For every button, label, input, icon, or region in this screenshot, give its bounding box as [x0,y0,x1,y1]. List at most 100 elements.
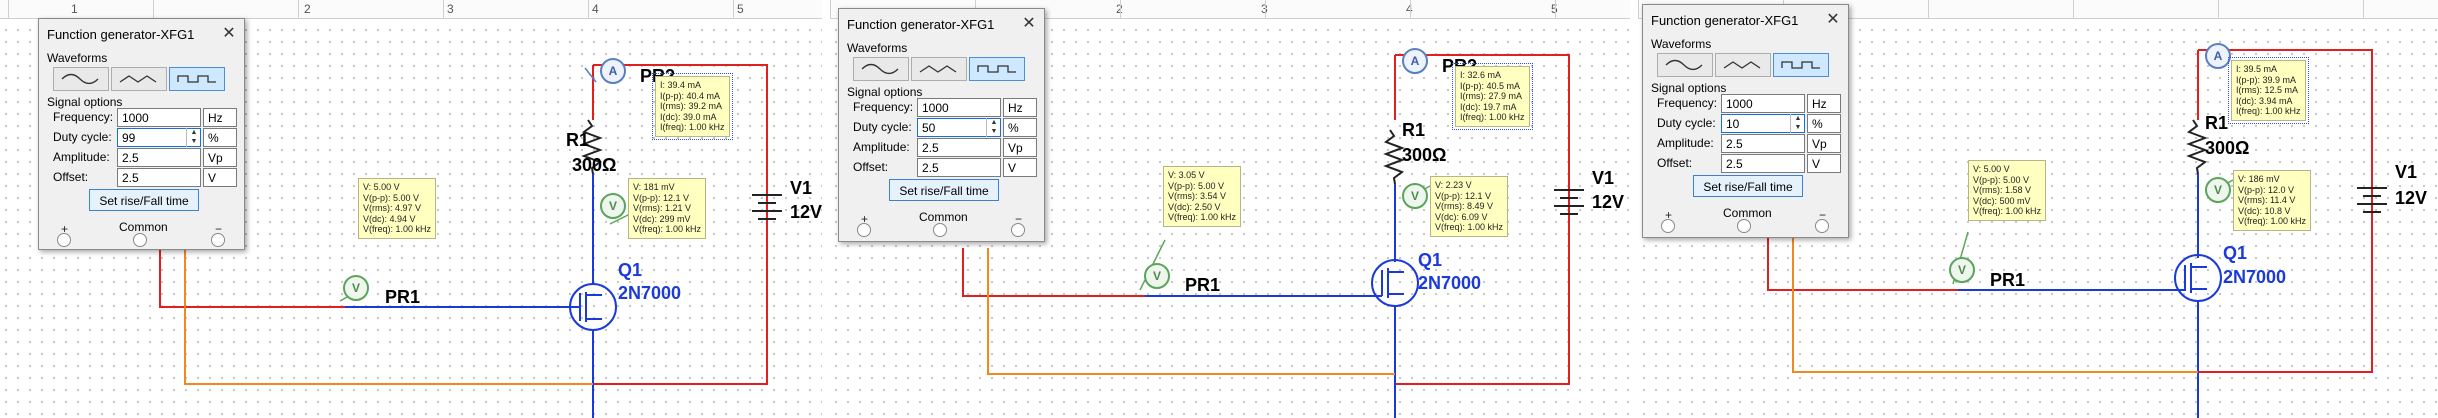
offset-unit[interactable]: V [203,168,237,187]
amplitude-field[interactable]: 2.5 [917,138,1001,157]
voltmeter-probe-icon[interactable]: V [2205,177,2231,203]
minus-terminal[interactable] [211,233,225,247]
gate-probe-readout[interactable]: V: 5.00 V V(p-p): 5.00 V V(rms): 1.58 V … [1968,160,2047,221]
ruler-label: 5 [1551,2,1558,16]
amplitude-field[interactable]: 2.5 [1721,134,1805,153]
ammeter-probe-icon[interactable]: A [600,58,626,84]
probe-line: V: 2.23 V [1435,180,1472,190]
frequency-unit[interactable]: Hz [203,108,237,127]
close-icon[interactable]: ✕ [1022,15,1036,32]
amplitude-unit[interactable]: Vp [203,148,237,167]
probe-label-pr1: PR1 [385,287,421,307]
common-terminal[interactable] [1737,219,1751,233]
square-wave-button[interactable] [169,67,225,91]
common-label: Common [119,220,168,234]
drain-probe-readout[interactable]: V: 2.23 V V(p-p): 12.1 V V(rms): 8.49 V … [1430,176,1509,237]
current-probe-readout[interactable]: I: 39.4 mA I(p-p): 40.4 mA I(rms): 39.2 … [652,73,733,140]
offset-field[interactable]: 2.5 [117,168,201,187]
probe-line: V(dc): 10.8 V [2238,205,2291,216]
schematic-panel-3[interactable]: A I: 39.5 mA I(p-p): 39.9 mA I(rms): 12.… [1638,0,2438,418]
probe-line: V(p-p): 12.1 V [633,192,690,203]
schematic-panel-1[interactable]: 1 2 3 4 5 A PR2 I: 39.4 mA I(p-p): 40.4 … [0,0,830,418]
amplitude-unit[interactable]: Vp [1807,134,1841,153]
duty-cycle-field[interactable]: 50 [917,118,1001,137]
triangle-wave-button[interactable] [911,57,967,81]
gate-probe-readout[interactable]: V: 5.00 V V(p-p): 5.00 V V(rms): 4.97 V … [358,178,437,239]
close-icon[interactable]: ✕ [1826,11,1840,28]
ruler-label: 4 [592,2,599,16]
voltmeter-probe-icon[interactable]: V [343,275,369,301]
square-wave-button[interactable] [969,57,1025,81]
triangle-wave-button[interactable] [1715,53,1771,77]
duty-cycle-spinner[interactable]: ▲ ▼ [1790,114,1805,133]
schematic-panel-2[interactable]: 2 3 4 5 A PR2 I: 32.6 mA I(p-p): 40.5 mA… [830,0,1638,418]
amplitude-unit[interactable]: Vp [1003,138,1037,157]
duty-cycle-spinner[interactable]: ▲ ▼ [986,118,1001,137]
offset-field[interactable]: 2.5 [1721,154,1805,173]
frequency-unit[interactable]: Hz [1807,94,1841,113]
minus-terminal[interactable] [1815,219,1829,233]
set-rise-fall-button[interactable]: Set rise/Fall time [889,179,999,201]
set-rise-fall-button[interactable]: Set rise/Fall time [1693,175,1803,197]
plus-terminal[interactable] [57,233,71,247]
frequency-unit[interactable]: Hz [1003,98,1037,117]
offset-unit[interactable]: V [1807,154,1841,173]
amplitude-label: Amplitude: [853,140,910,154]
current-probe-readout[interactable]: I: 39.5 mA I(p-p): 39.9 mA I(rms): 12.5 … [2228,57,2309,124]
probe-line: V(freq): 1.00 kHz [1435,222,1504,232]
probe-line: V(p-p): 5.00 V [1168,180,1225,191]
frequency-field[interactable]: 1000 [1721,94,1805,113]
square-wave-button[interactable] [1773,53,1829,77]
frequency-label: Frequency: [1657,96,1718,110]
voltmeter-probe-icon[interactable]: V [1949,257,1975,283]
drain-probe-readout[interactable]: V: 186 mV V(p-p): 12.0 V V(rms): 11.4 V … [2233,170,2312,231]
sine-wave-button[interactable] [853,57,909,81]
voltmeter-probe-icon[interactable]: V [1144,263,1170,289]
triangle-wave-button[interactable] [111,67,167,91]
probe-line: V: 181 mV [633,182,675,192]
gate-probe-readout[interactable]: V: 3.05 V V(p-p): 5.00 V V(rms): 3.54 V … [1163,166,1242,227]
duty-cycle-spinner[interactable]: ▲ ▼ [186,128,201,147]
square-wave-icon [977,65,1016,73]
duty-cycle-field[interactable]: 99 [117,128,201,147]
sine-wave-button[interactable] [53,67,109,91]
minus-terminal-label: − [1015,212,1023,226]
circuit-wires [1767,49,2387,418]
duty-cycle-field[interactable]: 10 [1721,114,1805,133]
frequency-field[interactable]: 1000 [917,98,1001,117]
voltmeter-probe-icon[interactable]: V [600,193,626,219]
probe-label-pr1: PR1 [1185,275,1221,295]
drain-probe-readout[interactable]: V: 181 mV V(p-p): 12.1 V V(rms): 1.21 V … [628,178,707,239]
transistor-name: Q1 [618,260,643,280]
amplitude-field[interactable]: 2.5 [117,148,201,167]
frequency-field[interactable]: 1000 [117,108,201,127]
ammeter-probe-icon[interactable]: A [2205,43,2231,69]
voltmeter-probe-icon[interactable]: V [1402,183,1428,209]
resistor-value: 300Ω [572,155,617,175]
duty-cycle-label: Duty cycle: [53,130,112,144]
current-probe-readout[interactable]: I: 32.6 mA I(p-p): 40.5 mA I(rms): 27.9 … [1452,63,1533,130]
plus-terminal[interactable] [1661,219,1675,233]
minus-terminal[interactable] [1011,223,1025,237]
dialog-title: Function generator-XFG1 [847,17,995,32]
sine-wave-button[interactable] [1657,53,1713,77]
ammeter-probe-icon[interactable]: A [1402,48,1428,74]
plus-terminal[interactable] [857,223,871,237]
probe-line: I(rms): 39.2 mA [660,101,723,111]
function-generator-dialog[interactable]: Function generator-XFG1 ✕ Waveforms Sign… [38,18,245,250]
close-icon[interactable]: ✕ [222,25,236,42]
duty-cycle-unit[interactable]: % [1807,114,1841,133]
duty-cycle-unit[interactable]: % [1003,118,1037,137]
offset-field[interactable]: 2.5 [917,158,1001,177]
function-generator-dialog[interactable]: Function generator-XFG1 ✕ Waveforms Sign… [838,8,1045,242]
duty-cycle-unit[interactable]: % [203,128,237,147]
probe-line: V(rms): 4.97 V [363,203,422,213]
offset-unit[interactable]: V [1003,158,1037,177]
set-rise-fall-button[interactable]: Set rise/Fall time [89,189,199,211]
common-terminal[interactable] [133,233,147,247]
probe-line: V(freq): 1.00 kHz [1973,206,2042,216]
probe-line: V(freq): 1.00 kHz [633,224,702,234]
probe-line: I(dc): 3.94 mA [2236,95,2293,106]
function-generator-dialog[interactable]: Function generator-XFG1 ✕ Waveforms Sign… [1642,4,1849,238]
common-terminal[interactable] [933,223,947,237]
